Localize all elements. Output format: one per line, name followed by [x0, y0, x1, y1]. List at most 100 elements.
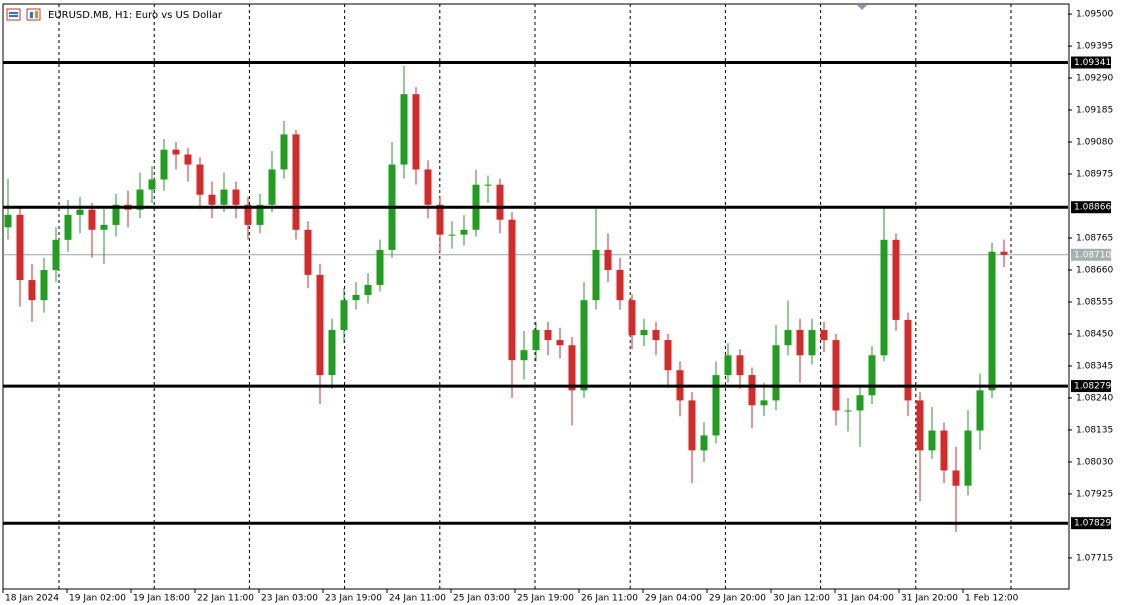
- candle-body: [196, 164, 204, 195]
- icon: [6, 8, 21, 21]
- candle-body: [964, 430, 972, 486]
- level-label-box: [1071, 380, 1111, 393]
- candle-body: [688, 400, 696, 451]
- candle-body: [724, 355, 732, 376]
- x-tick-label: 29 Jan 20:00: [709, 594, 766, 604]
- plot-frame: [2, 3, 1070, 590]
- level-label-box: [1071, 201, 1111, 214]
- candle-body: [568, 345, 576, 391]
- shift-marker: [857, 5, 867, 10]
- candle-body: [976, 390, 984, 431]
- y-tick-label: 1.08555: [1076, 297, 1113, 307]
- candle-body: [304, 229, 312, 275]
- candle-body: [496, 184, 504, 220]
- candle-body: [280, 134, 288, 170]
- candle-body: [916, 400, 924, 451]
- level-label: 1.09341: [1074, 58, 1111, 68]
- level-label-box: [1071, 517, 1111, 530]
- candle-body: [820, 330, 828, 341]
- candle-body: [340, 300, 348, 331]
- candle-body: [1000, 251, 1008, 255]
- candle-body: [700, 435, 708, 451]
- candle-body: [760, 400, 768, 406]
- candle-body: [4, 214, 12, 228]
- candle-body: [484, 184, 492, 186]
- x-tick-label: 31 Jan 20:00: [901, 594, 958, 604]
- candle-body: [772, 345, 780, 401]
- candle-body: [892, 239, 900, 320]
- level-label: 1.08866: [1074, 203, 1111, 213]
- candle-body: [424, 169, 432, 205]
- icon: [9, 12, 18, 14]
- y-tick-label: 1.09080: [1076, 138, 1113, 148]
- y-tick-label: 1.09395: [1076, 42, 1113, 52]
- candle-body: [604, 249, 612, 270]
- candle-body: [856, 395, 864, 411]
- y-tick-label: 1.09500: [1076, 10, 1113, 20]
- candle-body: [880, 239, 888, 356]
- x-tick-label: 24 Jan 11:00: [389, 594, 446, 604]
- candle-body: [292, 134, 300, 230]
- candle-body: [160, 149, 168, 180]
- candle-body: [184, 154, 192, 165]
- x-tick-label: 1 Feb 12:00: [965, 594, 1019, 604]
- candle-body: [316, 274, 324, 376]
- chart-title: EURUSD.MB, H1: Euro vs US Dollar: [48, 10, 223, 21]
- candle-body: [76, 209, 84, 215]
- candle-body: [904, 319, 912, 401]
- candle-body: [28, 280, 36, 301]
- candle-body: [628, 300, 636, 336]
- candle-body: [40, 269, 48, 301]
- candle-body: [784, 330, 792, 346]
- level-label: 1.08279: [1074, 382, 1111, 392]
- x-tick-label: 19 Jan 18:00: [133, 594, 190, 604]
- candle-body: [208, 194, 216, 205]
- icon: [9, 15, 18, 17]
- y-tick-label: 1.08345: [1076, 361, 1113, 371]
- candle-body: [376, 249, 384, 285]
- candle-body: [712, 375, 720, 436]
- candle-body: [244, 204, 252, 225]
- candle-body: [220, 189, 228, 205]
- icon: [30, 12, 33, 18]
- toolbar-icons: [6, 8, 41, 21]
- y-tick-label: 1.08765: [1076, 234, 1113, 244]
- y-tick-label: 1.08450: [1076, 329, 1113, 339]
- x-tick-label: 22 Jan 11:00: [197, 594, 254, 604]
- candle-body: [556, 340, 564, 346]
- candle-body: [844, 410, 852, 412]
- candle-body: [736, 355, 744, 376]
- y-tick-label: 1.08660: [1076, 265, 1113, 275]
- candle-body: [88, 209, 96, 230]
- candle-body: [952, 470, 960, 486]
- x-tick-label: 31 Jan 04:00: [837, 594, 894, 604]
- candle-body: [232, 189, 240, 205]
- candle-body: [64, 214, 72, 240]
- y-tick-label: 1.07715: [1076, 553, 1113, 563]
- candle-body: [988, 251, 996, 391]
- candle-body: [640, 330, 648, 336]
- candle-body: [928, 430, 936, 451]
- x-tick-label: 30 Jan 12:00: [773, 594, 830, 604]
- candle-body: [940, 430, 948, 471]
- candle-body: [592, 249, 600, 301]
- x-tick-label: 29 Jan 04:00: [645, 594, 702, 604]
- y-tick-label: 1.09290: [1076, 74, 1113, 84]
- candle-body: [364, 284, 372, 295]
- candle-body: [352, 294, 360, 301]
- candle-body: [136, 189, 144, 210]
- current-price-label: 1.08710: [1074, 250, 1111, 260]
- candle-body: [808, 330, 816, 356]
- icon: [26, 8, 41, 21]
- icon: [35, 11, 38, 18]
- candle-body: [268, 169, 276, 205]
- candle-body: [664, 340, 672, 371]
- candle-body: [520, 350, 528, 361]
- candle-body: [532, 330, 540, 351]
- candle-body: [100, 224, 108, 230]
- candle-body: [148, 179, 156, 190]
- candle-body: [580, 300, 588, 391]
- x-tick-label: 25 Jan 03:00: [453, 594, 510, 604]
- candle-body: [748, 375, 756, 406]
